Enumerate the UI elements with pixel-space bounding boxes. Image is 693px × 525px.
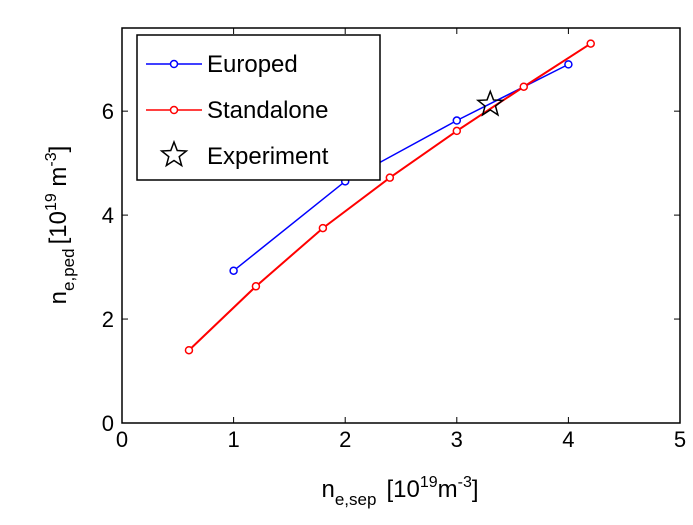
point-standalone [586, 39, 595, 48]
y-tick-label: 4 [102, 203, 114, 228]
legend-marker-experiment [159, 139, 189, 168]
legend-label-standalone: Standalone [207, 97, 328, 124]
x-axis-label: ne,sep [1019m-3] [321, 474, 478, 509]
series-experiment [475, 89, 505, 117]
x-tick-label: 3 [451, 427, 463, 452]
legend-label-europed: Europed [207, 51, 298, 78]
point-europed [452, 116, 462, 125]
point-europed [564, 60, 573, 69]
x-tick-label: 0 [116, 427, 128, 452]
x-tick-label: 5 [674, 427, 686, 452]
y-axis-label: ne,ped[1019 m-3] [43, 146, 78, 305]
point-standalone [452, 126, 462, 136]
ticks: 0 1 2 3 4 5 0 2 4 6 [102, 28, 686, 452]
line-europed [233, 63, 569, 272]
legend-box [136, 34, 381, 181]
point-europed [229, 266, 238, 275]
y-tick-label: 2 [102, 307, 114, 332]
legend-item-experiment: Experiment [159, 139, 329, 170]
legend-marker-standalone [169, 105, 179, 115]
point-standalone [251, 282, 261, 291]
point-standalone [519, 82, 529, 91]
point-experiment [475, 89, 505, 117]
legend-marker-europed [169, 59, 179, 69]
point-standalone [318, 223, 328, 233]
series-standalone [184, 39, 595, 355]
point-standalone [385, 173, 395, 182]
y-tick-label: 0 [102, 411, 114, 436]
legend-item-standalone: Standalone [146, 97, 328, 124]
point-standalone [184, 345, 194, 355]
legend-label-experiment: Experiment [207, 143, 329, 170]
x-tick-label: 1 [227, 427, 239, 452]
series-group [184, 39, 595, 355]
legend: Europed Standalone Experiment [136, 34, 381, 181]
x-tick-label: 2 [339, 427, 351, 452]
x-tick-label: 4 [562, 427, 574, 452]
y-tick-label: 6 [102, 99, 114, 124]
legend-item-europed: Europed [146, 51, 298, 78]
